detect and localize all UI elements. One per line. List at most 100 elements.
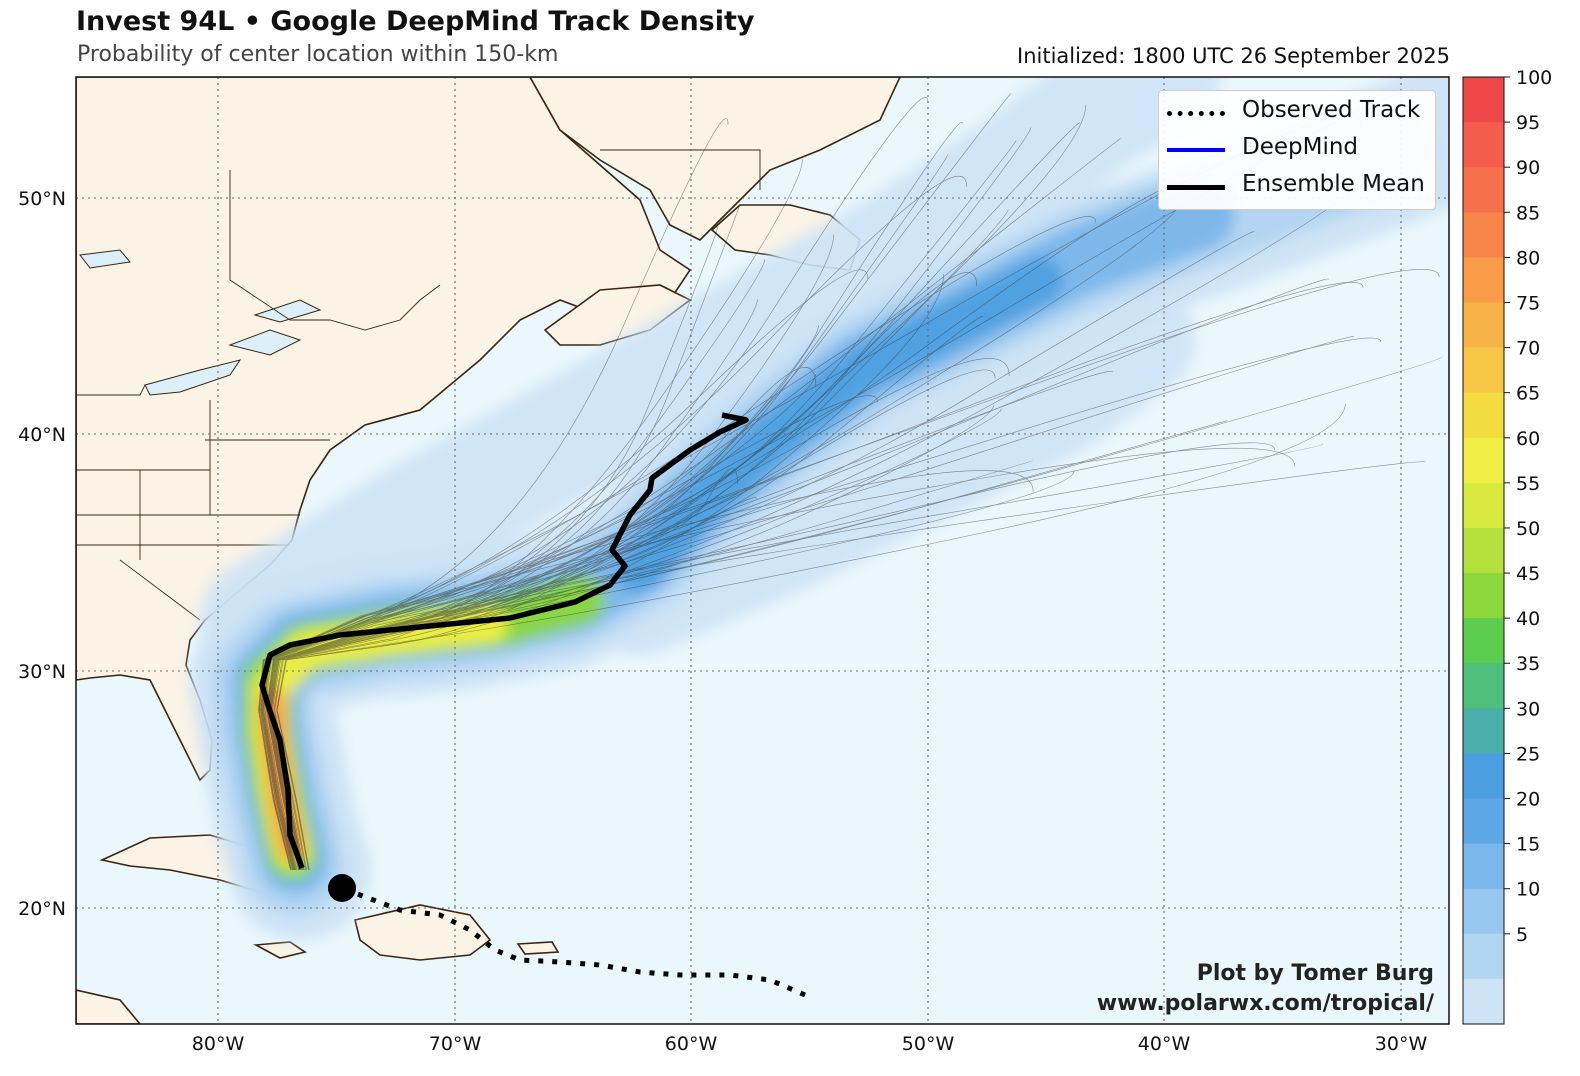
legend-swatch-deepmind — [1167, 148, 1225, 152]
density-band-5c — [585, 285, 1195, 655]
colorbar-label: 100 — [1516, 67, 1552, 89]
colorbar-label: 80 — [1516, 247, 1540, 269]
ensemble-member-track — [272, 202, 1180, 871]
ensemble-member-track — [268, 225, 719, 871]
great-lakes — [79, 249, 322, 396]
colorbar-label: 60 — [1516, 428, 1540, 450]
colorbar-swatch — [1463, 933, 1504, 980]
colorbar-swatch — [1463, 708, 1504, 754]
land — [76, 77, 901, 1024]
colorbar-swatch — [1463, 257, 1504, 303]
ensemble-member-track — [267, 460, 1034, 871]
ensemble-member-track — [274, 234, 835, 871]
colorbar-swatch — [1463, 663, 1504, 709]
ensemble-member-track — [266, 336, 1355, 871]
jamaica — [253, 941, 307, 959]
colorbar-swatch — [1463, 122, 1504, 168]
colorbar-swatch — [1463, 437, 1504, 484]
colorbar-swatch — [1463, 753, 1504, 800]
colorbar-swatch — [1463, 573, 1504, 619]
storm-position-marker — [328, 874, 356, 902]
ensemble-member-track — [270, 186, 1353, 871]
legend-item-deepmind: DeepMind — [1159, 132, 1435, 166]
legend-swatch-observed — [1167, 111, 1225, 116]
credit-line-1: Plot by Tomer Burg — [1197, 961, 1434, 986]
colorbar-label: 45 — [1516, 563, 1540, 585]
ensemble-member-track — [261, 181, 1194, 871]
ensemble-member-track — [266, 316, 984, 871]
legend-label: Observed Track — [1242, 97, 1421, 123]
ensemble-member-track — [258, 176, 968, 871]
chart-subtitle: Probability of center location within 15… — [77, 42, 559, 67]
colorbar-swatch — [1463, 527, 1504, 574]
colorbar-swatch — [1463, 347, 1504, 394]
ensemble-member-track — [258, 358, 1010, 871]
lon-label: 40°W — [1138, 1033, 1191, 1055]
ensemble-member-track — [267, 420, 1228, 871]
ensemble-member-track — [266, 497, 757, 871]
ensemble-member-track — [276, 274, 945, 871]
colorbar-swatch — [1463, 392, 1504, 439]
colorbar-label: 15 — [1516, 834, 1540, 856]
legend: Observed Track DeepMind Ensemble Mean — [1158, 90, 1436, 210]
colorbar-swatch — [1463, 618, 1504, 664]
ensemble-member-track — [261, 269, 1440, 871]
colorbar-swatch — [1463, 77, 1504, 123]
gridlines — [76, 77, 1449, 1024]
colorbar-label: 35 — [1516, 653, 1540, 675]
colorbar-label: 30 — [1516, 698, 1540, 720]
colorbar-swatch — [1463, 302, 1504, 349]
colorbar-label: 95 — [1516, 112, 1540, 134]
colorbar-label: 75 — [1516, 292, 1540, 314]
ensemble-member-tracks — [258, 89, 1443, 871]
ensemble-member-track — [266, 371, 1114, 871]
colorbar-label: 55 — [1516, 473, 1540, 495]
ensemble-member-track — [267, 93, 1012, 871]
colorbar-frame — [1462, 76, 1505, 1025]
ensemble-mean-track — [259, 412, 749, 869]
colorbar-swatch — [1463, 482, 1504, 529]
ensemble-member-track — [266, 461, 1426, 871]
ensemble-member-track — [262, 282, 1364, 871]
colorbar-label: 20 — [1516, 789, 1540, 811]
ensemble-member-track — [262, 395, 878, 871]
colorbar-label: 70 — [1516, 338, 1540, 360]
lat-axis-labels: 50°N 40°N 30°N 20°N — [18, 188, 66, 920]
lon-axis-labels: 80°W 70°W 60°W 50°W 40°W 30°W — [192, 1033, 1428, 1055]
colorbar-swatch — [1463, 212, 1504, 258]
lon-label: 80°W — [192, 1033, 245, 1055]
ensemble-member-track — [262, 369, 996, 871]
legend-label: DeepMind — [1242, 134, 1359, 160]
ensemble-member-track — [260, 470, 1034, 871]
colorbar-label: 65 — [1516, 383, 1540, 405]
density-band-5b — [200, 77, 1220, 680]
observed-track — [341, 885, 806, 998]
colorbar-label: 5 — [1516, 924, 1528, 946]
colorbar-label: 50 — [1516, 518, 1540, 540]
puerto-rico — [516, 941, 560, 955]
ensemble-member-track — [268, 356, 1443, 871]
colorbar-label: 90 — [1516, 157, 1540, 179]
map-frame — [75, 76, 1450, 1025]
borders — [76, 149, 761, 621]
colorbar-label: 40 — [1516, 608, 1540, 630]
lat-label: 50°N — [18, 188, 66, 210]
colorbar-label: 25 — [1516, 743, 1540, 765]
ensemble-member-track — [276, 104, 1087, 871]
colorbar-label: 85 — [1516, 202, 1540, 224]
north-america-land — [76, 77, 692, 782]
ensemble-member-track — [267, 138, 1121, 871]
lat-label: 30°N — [18, 661, 66, 683]
lon-label: 60°W — [665, 1033, 718, 1055]
ensemble-member-track — [266, 231, 1255, 871]
colorbar: 100 95 90 85 80 75 70 65 60 55 50 45 40 35 30 25 20 15 10 5 — [1462, 67, 1552, 1025]
legend-item-ensemble-mean: Ensemble Mean — [1159, 169, 1435, 203]
colorbar-swatch — [1463, 843, 1504, 890]
lat-label: 20°N — [18, 898, 66, 920]
ensemble-member-track — [261, 468, 738, 871]
colorbar-swatch — [1463, 798, 1504, 845]
colorbar-swatch — [1463, 978, 1504, 1025]
colorbar-label: 10 — [1516, 879, 1540, 901]
legend-item-observed: Observed Track — [1159, 95, 1435, 129]
